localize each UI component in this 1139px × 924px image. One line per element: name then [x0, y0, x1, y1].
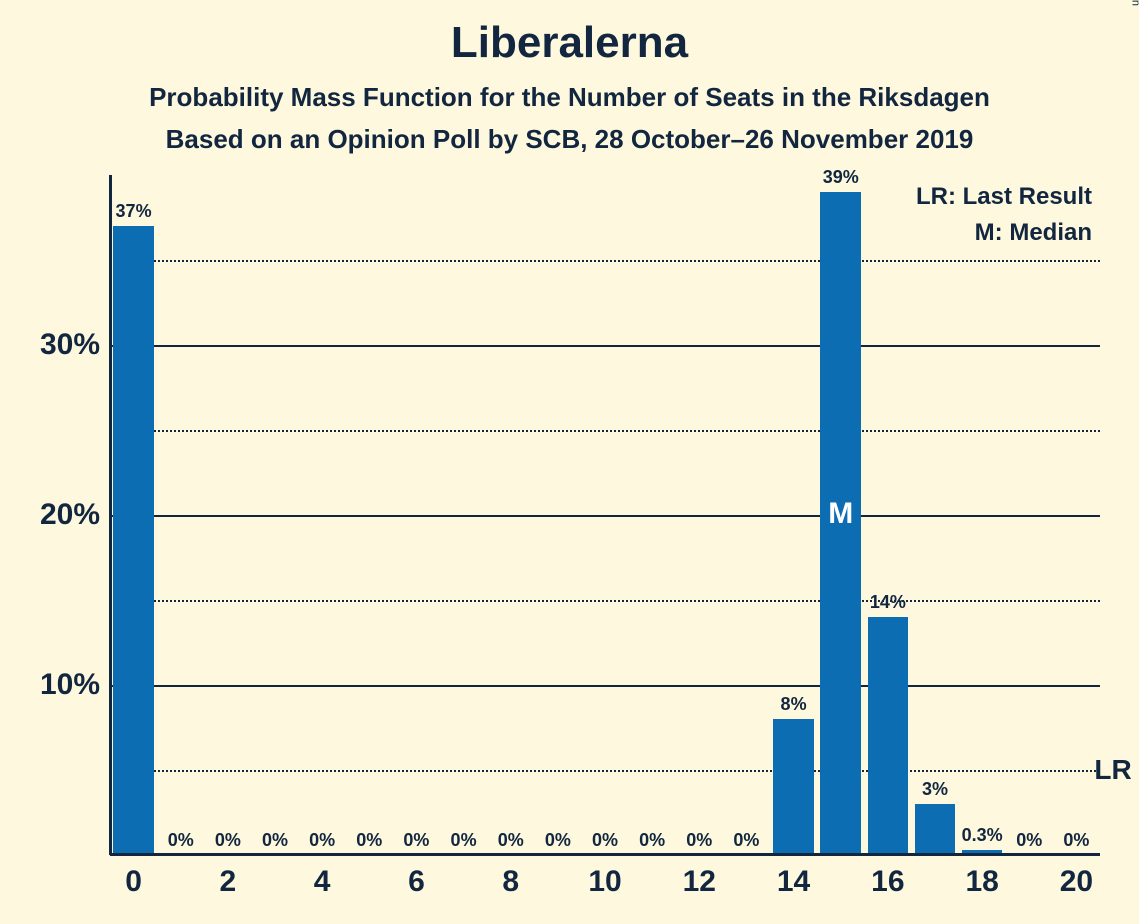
bar-value-label: 39% [823, 167, 859, 188]
x-axis-tick-label: 14 [777, 855, 810, 899]
bar-value-label: 3% [922, 779, 948, 800]
x-axis-tick-label: 20 [1060, 855, 1093, 899]
x-axis-tick-label: 0 [125, 855, 142, 899]
chart-subtitle-2: Based on an Opinion Poll by SCB, 28 Octo… [0, 124, 1139, 155]
bar-value-label: 0% [639, 830, 665, 851]
chart-title: Liberalerna [0, 18, 1139, 68]
bar [868, 617, 909, 855]
gridline [110, 770, 1100, 772]
x-axis [110, 853, 1100, 856]
x-axis-tick-label: 8 [502, 855, 519, 899]
bar-value-label: 0% [733, 830, 759, 851]
median-marker: M [828, 497, 853, 531]
bar-value-label: 0% [309, 830, 335, 851]
y-axis-tick-label: 20% [40, 498, 110, 532]
bar-value-label: 14% [870, 592, 906, 613]
bar-value-label: 0% [686, 830, 712, 851]
gridline [110, 685, 1100, 687]
copyright-text: © 2020 Filip van Laenen [1129, 0, 1139, 6]
gridline [110, 345, 1100, 347]
gridline [110, 430, 1100, 432]
x-axis-tick-label: 16 [871, 855, 904, 899]
x-axis-tick-label: 4 [314, 855, 331, 899]
x-axis-tick-label: 2 [220, 855, 237, 899]
bar-value-label: 0% [498, 830, 524, 851]
bar [773, 719, 814, 855]
bar-value-label: 0% [545, 830, 571, 851]
x-axis-tick-label: 6 [408, 855, 425, 899]
bar-value-label: 0% [403, 830, 429, 851]
plot-area: 10%20%30%37%0%0%0%0%0%0%0%0%0%0%0%0%0%8%… [110, 175, 1100, 855]
bar-value-label: 0% [168, 830, 194, 851]
gridline [110, 260, 1100, 262]
bar-value-label: 0% [356, 830, 382, 851]
bar-value-label: 0% [1016, 830, 1042, 851]
bar [113, 226, 154, 855]
x-axis-tick-label: 12 [683, 855, 716, 899]
gridline [110, 600, 1100, 602]
y-axis-tick-label: 10% [40, 668, 110, 702]
last-result-marker: LR [1094, 754, 1131, 786]
bar-value-label: 37% [116, 201, 152, 222]
bar-value-label: 0% [592, 830, 618, 851]
bar-value-label: 0.3% [962, 825, 1003, 846]
chart-subtitle-1: Probability Mass Function for the Number… [0, 82, 1139, 113]
legend-median: M: Median [975, 219, 1092, 247]
y-axis-tick-label: 30% [40, 328, 110, 362]
y-axis [109, 175, 112, 855]
x-axis-tick-label: 10 [588, 855, 621, 899]
bar-value-label: 0% [451, 830, 477, 851]
x-axis-tick-label: 18 [965, 855, 998, 899]
gridline [110, 515, 1100, 517]
bar-value-label: 8% [781, 694, 807, 715]
bar-value-label: 0% [215, 830, 241, 851]
bar-value-label: 0% [1063, 830, 1089, 851]
bar [915, 804, 956, 855]
bar-value-label: 0% [262, 830, 288, 851]
legend-lr: LR: Last Result [916, 183, 1092, 211]
